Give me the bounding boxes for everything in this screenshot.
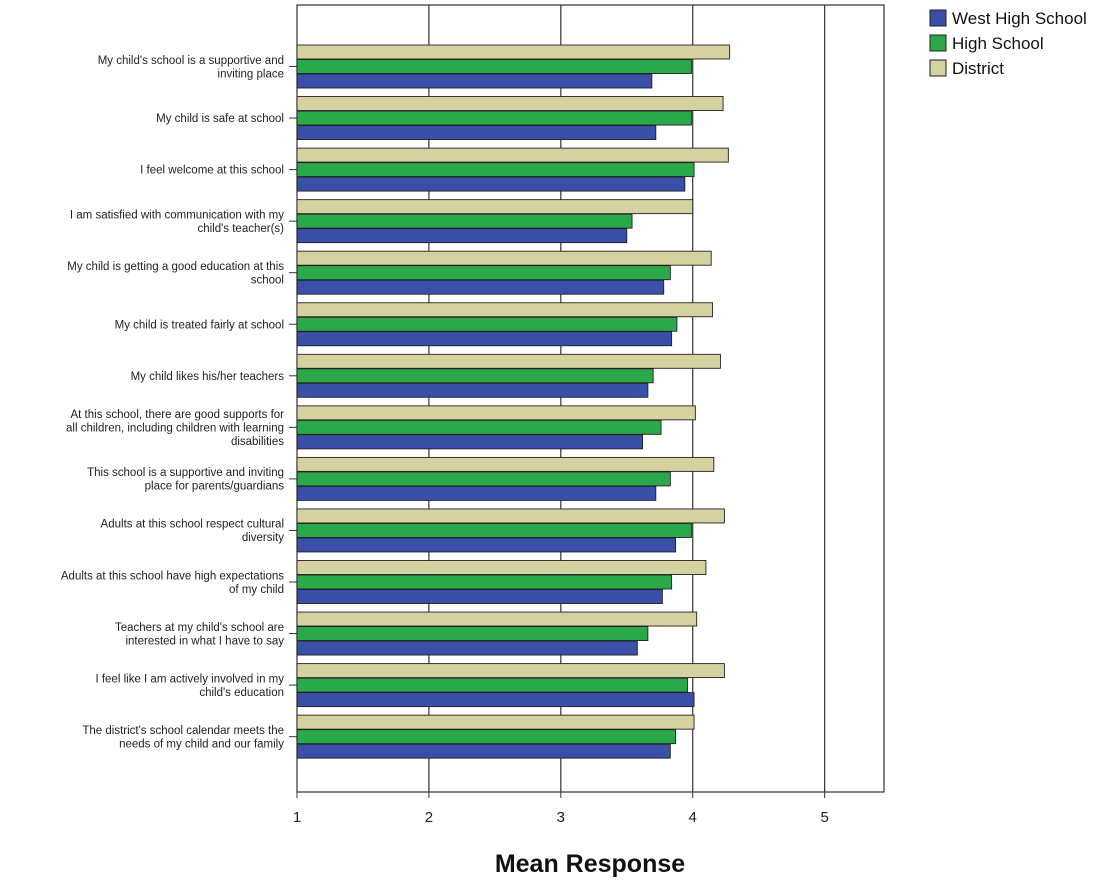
bar [296,626,649,641]
legend-label: High School [952,34,1044,53]
category-label: My child's school is a supportive and inv… [98,55,284,81]
bar [296,331,673,347]
bar [296,353,721,369]
bar [296,714,695,730]
x-tick-label: 1 [293,809,301,826]
legend: West High School High School District [929,9,1087,78]
bar [296,523,692,538]
bar [296,228,628,244]
category-label: I feel like I am actively involved in my… [95,673,284,699]
x-axis-ticks: 1 2 3 4 5 [293,792,829,826]
x-axis-title: Mean Response [495,850,685,878]
category-label: My child is safe at school [156,113,284,125]
bar [296,368,654,384]
bar [296,73,653,89]
bar [296,677,688,693]
bar [296,176,686,192]
x-tick-label: 3 [557,809,565,826]
category-label: This school is a supportive and inviting… [87,467,284,493]
legend-label: District [952,59,1004,78]
bar [296,611,698,627]
bar [296,316,678,332]
bar [296,560,707,575]
bar [296,96,724,112]
legend-swatch [929,59,947,77]
bar [296,434,644,450]
bar [296,663,725,679]
category-label: I am satisfied with communication with m… [70,209,284,235]
bar [296,162,695,178]
bar [296,405,696,421]
category-label: I feel welcome at this school [140,165,284,177]
bar [296,213,633,229]
bar [296,147,729,163]
bar [296,110,692,126]
bar [296,589,663,604]
bar [296,574,673,590]
bar [296,382,649,398]
bar [296,692,695,708]
bar [296,44,731,60]
legend-label: West High School [952,9,1087,28]
category-label: Adults at this school have high expectat… [61,570,284,596]
bar [296,456,715,472]
bar [296,471,671,487]
bar [296,199,694,215]
bar [296,640,638,656]
category-label: Adults at this school respect cultural di… [101,519,285,545]
x-tick-label: 2 [425,809,433,826]
bar [296,302,713,318]
bar [296,59,692,74]
plot-area [296,4,885,793]
bar [296,537,677,553]
x-tick-label: 5 [820,809,828,826]
legend-swatch [929,9,947,27]
category-label: My child likes his/her teachers [131,371,285,383]
bar [296,279,665,295]
bar [296,508,725,524]
bar [296,729,677,745]
category-label: Teachers at my child's school are interes… [115,622,284,648]
category-labels: My child's school is a supportive and inv… [61,55,297,751]
category-label: The district's school calendar meets the… [82,725,284,751]
x-tick-label: 4 [689,809,697,826]
bar [296,419,662,435]
bar [296,743,671,759]
bar [296,485,657,501]
bar [296,265,671,281]
category-label: My child is treated fairly at school [115,319,284,331]
category-label: My child is getting a good education at … [67,261,284,287]
category-label: At this school, there are good supports … [66,409,284,448]
bar [296,125,657,141]
bar [296,250,712,266]
legend-swatch [929,34,947,52]
